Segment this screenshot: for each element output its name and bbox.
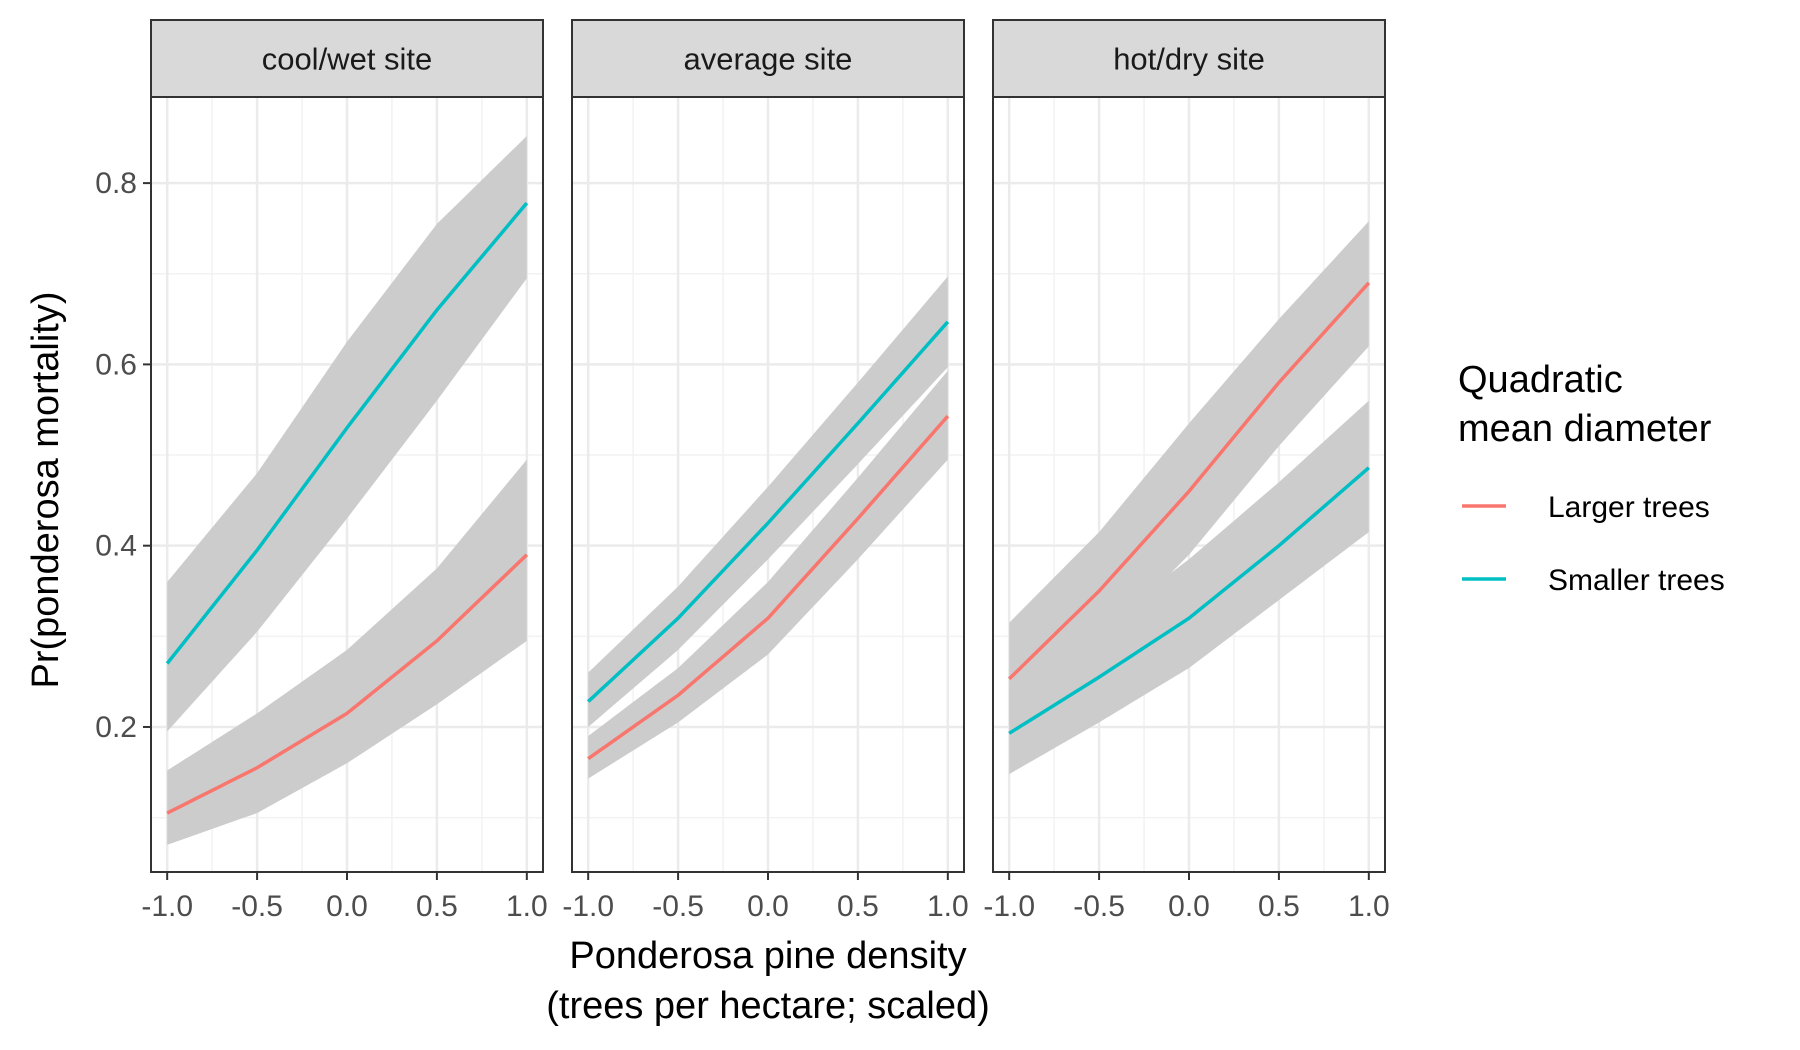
confidence-ribbon-smaller-trees — [1009, 400, 1369, 775]
x-tick-label: 0.5 — [1258, 890, 1300, 923]
confidence-ribbon-larger-trees — [167, 459, 527, 845]
series-line-smaller-trees — [165, 201, 529, 665]
x-axis-title-line-1: Ponderosa pine density — [569, 935, 966, 977]
x-tick-label: 1.0 — [927, 890, 969, 923]
legend-label: Smaller trees — [1548, 564, 1725, 597]
x-tick-label: 0.0 — [326, 890, 368, 923]
facet-strip-label: hot/dry site — [1113, 42, 1265, 77]
x-tick-label: 0.0 — [747, 890, 789, 923]
series-line-larger-trees — [166, 553, 529, 815]
facet-strip — [571, 19, 965, 98]
legend-entry-smaller-trees: Smaller trees — [1458, 553, 1725, 605]
facet-strip-label: cool/wet site — [262, 42, 433, 77]
confidence-ribbon-larger-trees — [588, 370, 948, 779]
facet-strip-label: average site — [684, 42, 853, 77]
x-axis: -1.0 -0.5 0.0 0.5 1.0 -1.0 -0.5 0.0 0.5 1.0 -1.0 -0… — [141, 872, 1390, 923]
legend-entry-larger-trees: Larger trees — [1458, 480, 1710, 532]
x-tick-label: 0.5 — [416, 890, 458, 923]
legend-title-line-1: Quadratic — [1458, 359, 1623, 401]
facet-panel-3: hot/dry site — [992, 19, 1386, 873]
confidence-ribbon-smaller-trees — [588, 276, 948, 727]
legend: Quadratic mean diameter Larger trees Smal… — [1458, 359, 1725, 605]
x-tick-label: -1.0 — [983, 890, 1035, 923]
y-axis: 0.2 0.4 0.6 0.8 — [95, 167, 151, 744]
x-tick-label: -1.0 — [562, 890, 614, 923]
y-axis-title: Pr(ponderosa mortality) — [25, 291, 67, 688]
y-tick-label: 0.8 — [95, 167, 137, 200]
y-tick-label: 0.2 — [95, 711, 137, 744]
series-line-smaller-trees — [586, 320, 950, 703]
x-tick-label: 0.0 — [1168, 890, 1210, 923]
y-tick-label: 0.6 — [95, 348, 137, 381]
x-tick-label: 0.5 — [837, 890, 879, 923]
x-tick-label: -0.5 — [1073, 890, 1125, 923]
series-line-smaller-trees — [1008, 466, 1370, 735]
legend-title-line-2: mean diameter — [1458, 408, 1712, 450]
facet-panel-1: cool/wet site — [150, 19, 544, 873]
facet-strip — [150, 19, 544, 98]
y-tick-label: 0.4 — [95, 530, 137, 563]
confidence-ribbon-smaller-trees — [167, 135, 527, 732]
x-tick-label: -0.5 — [231, 890, 283, 923]
confidence-ribbon-larger-trees — [1009, 221, 1369, 723]
facet-strip — [992, 19, 1386, 98]
x-axis-title-line-2: (trees per hectare; scaled) — [546, 985, 990, 1027]
x-tick-label: -0.5 — [652, 890, 704, 923]
facet-panel-2: average site — [571, 19, 965, 873]
series-line-larger-trees — [1007, 281, 1371, 681]
x-tick-label: 1.0 — [1348, 890, 1390, 923]
chart-panels: cool/wet site average site hot/dry site — [150, 19, 1386, 873]
x-tick-label: -1.0 — [141, 890, 193, 923]
legend-label: Larger trees — [1548, 491, 1710, 524]
series-line-larger-trees — [587, 414, 950, 761]
x-tick-label: 1.0 — [506, 890, 548, 923]
